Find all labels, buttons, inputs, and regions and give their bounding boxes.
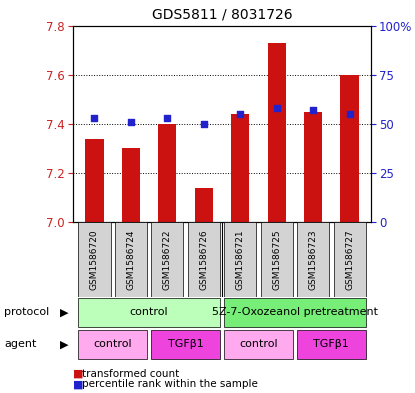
Point [273, 105, 280, 111]
Bar [115, 222, 147, 297]
Bar [78, 330, 147, 359]
Bar [297, 222, 329, 297]
Text: GSM1586724: GSM1586724 [127, 229, 135, 290]
Text: GSM1586727: GSM1586727 [345, 229, 354, 290]
Point [164, 115, 171, 121]
Bar [188, 222, 220, 297]
Text: ■: ■ [73, 369, 83, 379]
Bar [334, 222, 366, 297]
Bar [122, 149, 140, 222]
Text: GSM1586722: GSM1586722 [163, 229, 172, 290]
Text: TGFβ1: TGFβ1 [313, 340, 349, 349]
Text: ▶: ▶ [60, 340, 68, 349]
Bar [158, 124, 176, 222]
Text: percentile rank within the sample: percentile rank within the sample [82, 379, 258, 389]
Bar [261, 222, 293, 297]
Text: agent: agent [4, 340, 37, 349]
Text: control: control [130, 307, 168, 318]
Bar [231, 114, 249, 222]
Bar [268, 43, 286, 222]
Text: TGFβ1: TGFβ1 [168, 340, 203, 349]
Bar [340, 75, 359, 222]
Bar [224, 222, 256, 297]
Bar [304, 112, 322, 222]
Point [237, 111, 244, 117]
Text: ■: ■ [73, 379, 83, 389]
Bar [297, 330, 366, 359]
Bar [151, 222, 183, 297]
Text: ▶: ▶ [60, 307, 68, 318]
Point [346, 111, 353, 117]
Bar [85, 139, 104, 222]
Text: protocol: protocol [4, 307, 49, 318]
Text: control: control [239, 340, 278, 349]
Bar [151, 330, 220, 359]
Text: GSM1586725: GSM1586725 [272, 229, 281, 290]
Title: GDS5811 / 8031726: GDS5811 / 8031726 [152, 7, 292, 22]
Text: control: control [93, 340, 132, 349]
Point [91, 115, 98, 121]
Point [127, 119, 134, 125]
Text: GSM1586720: GSM1586720 [90, 229, 99, 290]
Bar [78, 222, 110, 297]
Bar [224, 298, 366, 327]
Text: 5Z-7-Oxozeanol pretreatment: 5Z-7-Oxozeanol pretreatment [212, 307, 378, 318]
Bar [78, 298, 220, 327]
Point [200, 121, 207, 127]
Bar [224, 330, 293, 359]
Point [310, 107, 317, 113]
Text: GSM1586721: GSM1586721 [236, 229, 245, 290]
Text: transformed count: transformed count [82, 369, 179, 379]
Bar [195, 188, 213, 222]
Text: GSM1586723: GSM1586723 [309, 229, 317, 290]
Text: GSM1586726: GSM1586726 [199, 229, 208, 290]
